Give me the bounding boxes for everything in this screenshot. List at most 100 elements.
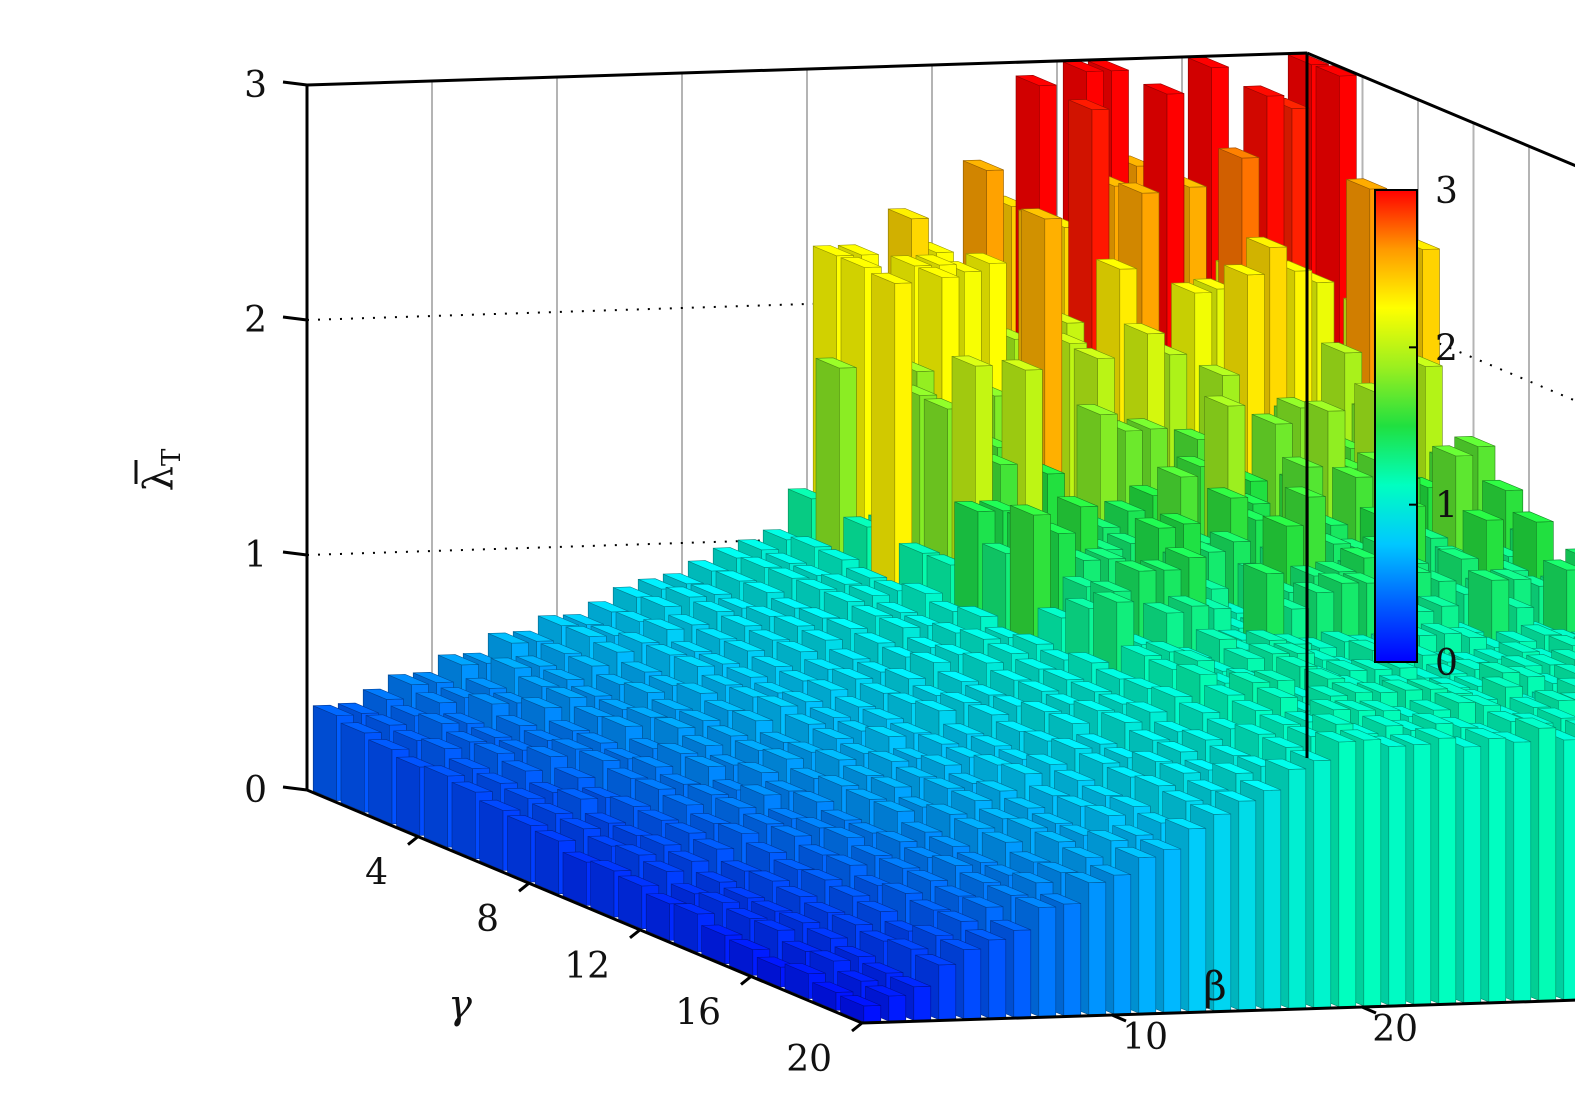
bar-face-right	[1263, 789, 1282, 1010]
bar-face-top	[1515, 717, 1556, 729]
bar-face-top	[829, 885, 870, 897]
bar-face-top	[1034, 831, 1076, 843]
bar-face-top	[846, 567, 887, 579]
bar-face-top	[615, 844, 657, 856]
bar-face-top	[1068, 99, 1110, 111]
bar-face-top	[682, 734, 723, 746]
bar-face-top	[626, 706, 668, 718]
bar-face-top	[762, 748, 804, 760]
bar-face-top	[1124, 323, 1165, 335]
bar-face-top	[835, 696, 876, 708]
bar-face-top	[849, 584, 890, 596]
bar-face-top	[1351, 658, 1393, 670]
bar-face-top	[1015, 896, 1056, 908]
bar-face-right	[1513, 741, 1532, 1002]
bar-face-top	[1121, 645, 1162, 657]
bar-face-top	[1129, 729, 1170, 741]
bar-face-top	[1115, 560, 1157, 572]
bar-face-top	[679, 710, 721, 722]
bar-face-top	[576, 732, 618, 744]
bar-face-top	[568, 655, 610, 667]
bar-face-top	[951, 355, 993, 367]
bar-face-top	[1426, 663, 1468, 675]
bar-face-top	[668, 614, 710, 626]
bar-face-top	[1340, 729, 1381, 741]
bar-face-top	[663, 573, 704, 585]
bar-face-top	[696, 871, 737, 883]
bar-face-top	[526, 745, 568, 758]
bar-face-top	[1215, 790, 1256, 802]
bar-face-top	[1212, 762, 1254, 774]
bar-face-top	[557, 788, 598, 800]
bar-face-top	[1229, 671, 1270, 684]
bar-face-top	[415, 692, 457, 704]
bar-face-top	[413, 671, 454, 683]
bar-face-top	[813, 245, 854, 257]
bar-face-top	[726, 907, 768, 919]
bar-face-top	[1571, 631, 1575, 635]
bar-face-top	[899, 542, 940, 554]
bar-face-right	[1113, 874, 1132, 1015]
bar-face-top	[1382, 679, 1423, 691]
bar-face-top	[1165, 547, 1207, 559]
bar-face-left	[396, 756, 421, 836]
bar-face-top	[1179, 702, 1220, 714]
bar-face-top	[1007, 817, 1048, 829]
z-axis-ticks: 0 1 2 3	[244, 65, 308, 811]
bar-face-top	[940, 938, 981, 950]
bar-face-top	[438, 654, 479, 666]
bar-face-top	[1199, 364, 1240, 376]
bar-face-top	[818, 775, 859, 787]
bar-group	[312, 54, 1575, 1023]
bar-face-top	[704, 699, 746, 711]
bar-face-top	[1026, 753, 1068, 765]
bar-face-top	[865, 985, 906, 997]
colorbar-tick-label: 2	[1435, 328, 1458, 369]
bar-face-top	[496, 715, 537, 727]
gamma-axis-ticks: 4 8 12 16 20	[365, 835, 863, 1080]
bar-face-top	[1534, 689, 1575, 701]
bar-face-top	[671, 641, 712, 653]
bar-face-top	[1073, 700, 1115, 712]
bar-face-top	[804, 901, 845, 914]
bar-face-top	[793, 791, 834, 803]
bar-face-top	[504, 787, 546, 799]
z-tick-label: 1	[244, 535, 267, 576]
bar-face-top	[1390, 733, 1431, 746]
bar-face-top	[743, 813, 784, 825]
gamma-tick-mark	[629, 928, 641, 939]
bar-face-top	[643, 618, 685, 630]
bar-face-top	[488, 632, 529, 644]
bar-face-top	[693, 601, 735, 613]
bar-face-top	[718, 822, 759, 834]
bar-face-top	[687, 784, 729, 796]
bar-face-top	[1218, 147, 1260, 159]
bar-face-right	[1488, 737, 1507, 1003]
bar-face-top	[1490, 568, 1532, 580]
bar-face-top	[954, 500, 996, 512]
bar-face-top	[579, 750, 621, 762]
bar-face-top	[1196, 628, 1237, 640]
bar-face-top	[765, 552, 807, 564]
z-tick-mark	[282, 80, 308, 87]
bar-face-right	[863, 1005, 882, 1023]
bar-face-top	[1262, 515, 1304, 527]
bar-face-top	[1037, 861, 1079, 874]
bar-face-top	[749, 629, 790, 641]
bar-face-top	[1509, 696, 1551, 708]
bar-face-top	[812, 981, 854, 993]
bar-face-top	[1079, 752, 1120, 764]
bar-face-top	[818, 549, 860, 561]
bar-face-top	[1512, 511, 1554, 523]
bar-face-top	[1482, 676, 1523, 688]
bar-face-top	[773, 858, 815, 871]
bar-face-top	[1068, 652, 1109, 664]
bar-face-top	[824, 591, 865, 603]
bar-face-top	[1559, 692, 1575, 700]
bar-face-top	[590, 860, 632, 872]
bar-face-top	[748, 870, 790, 882]
bar-face-top	[1054, 769, 1095, 781]
bar-face-top	[721, 860, 762, 872]
bar-face-top	[624, 681, 665, 693]
bar-face-top	[1143, 602, 1184, 614]
